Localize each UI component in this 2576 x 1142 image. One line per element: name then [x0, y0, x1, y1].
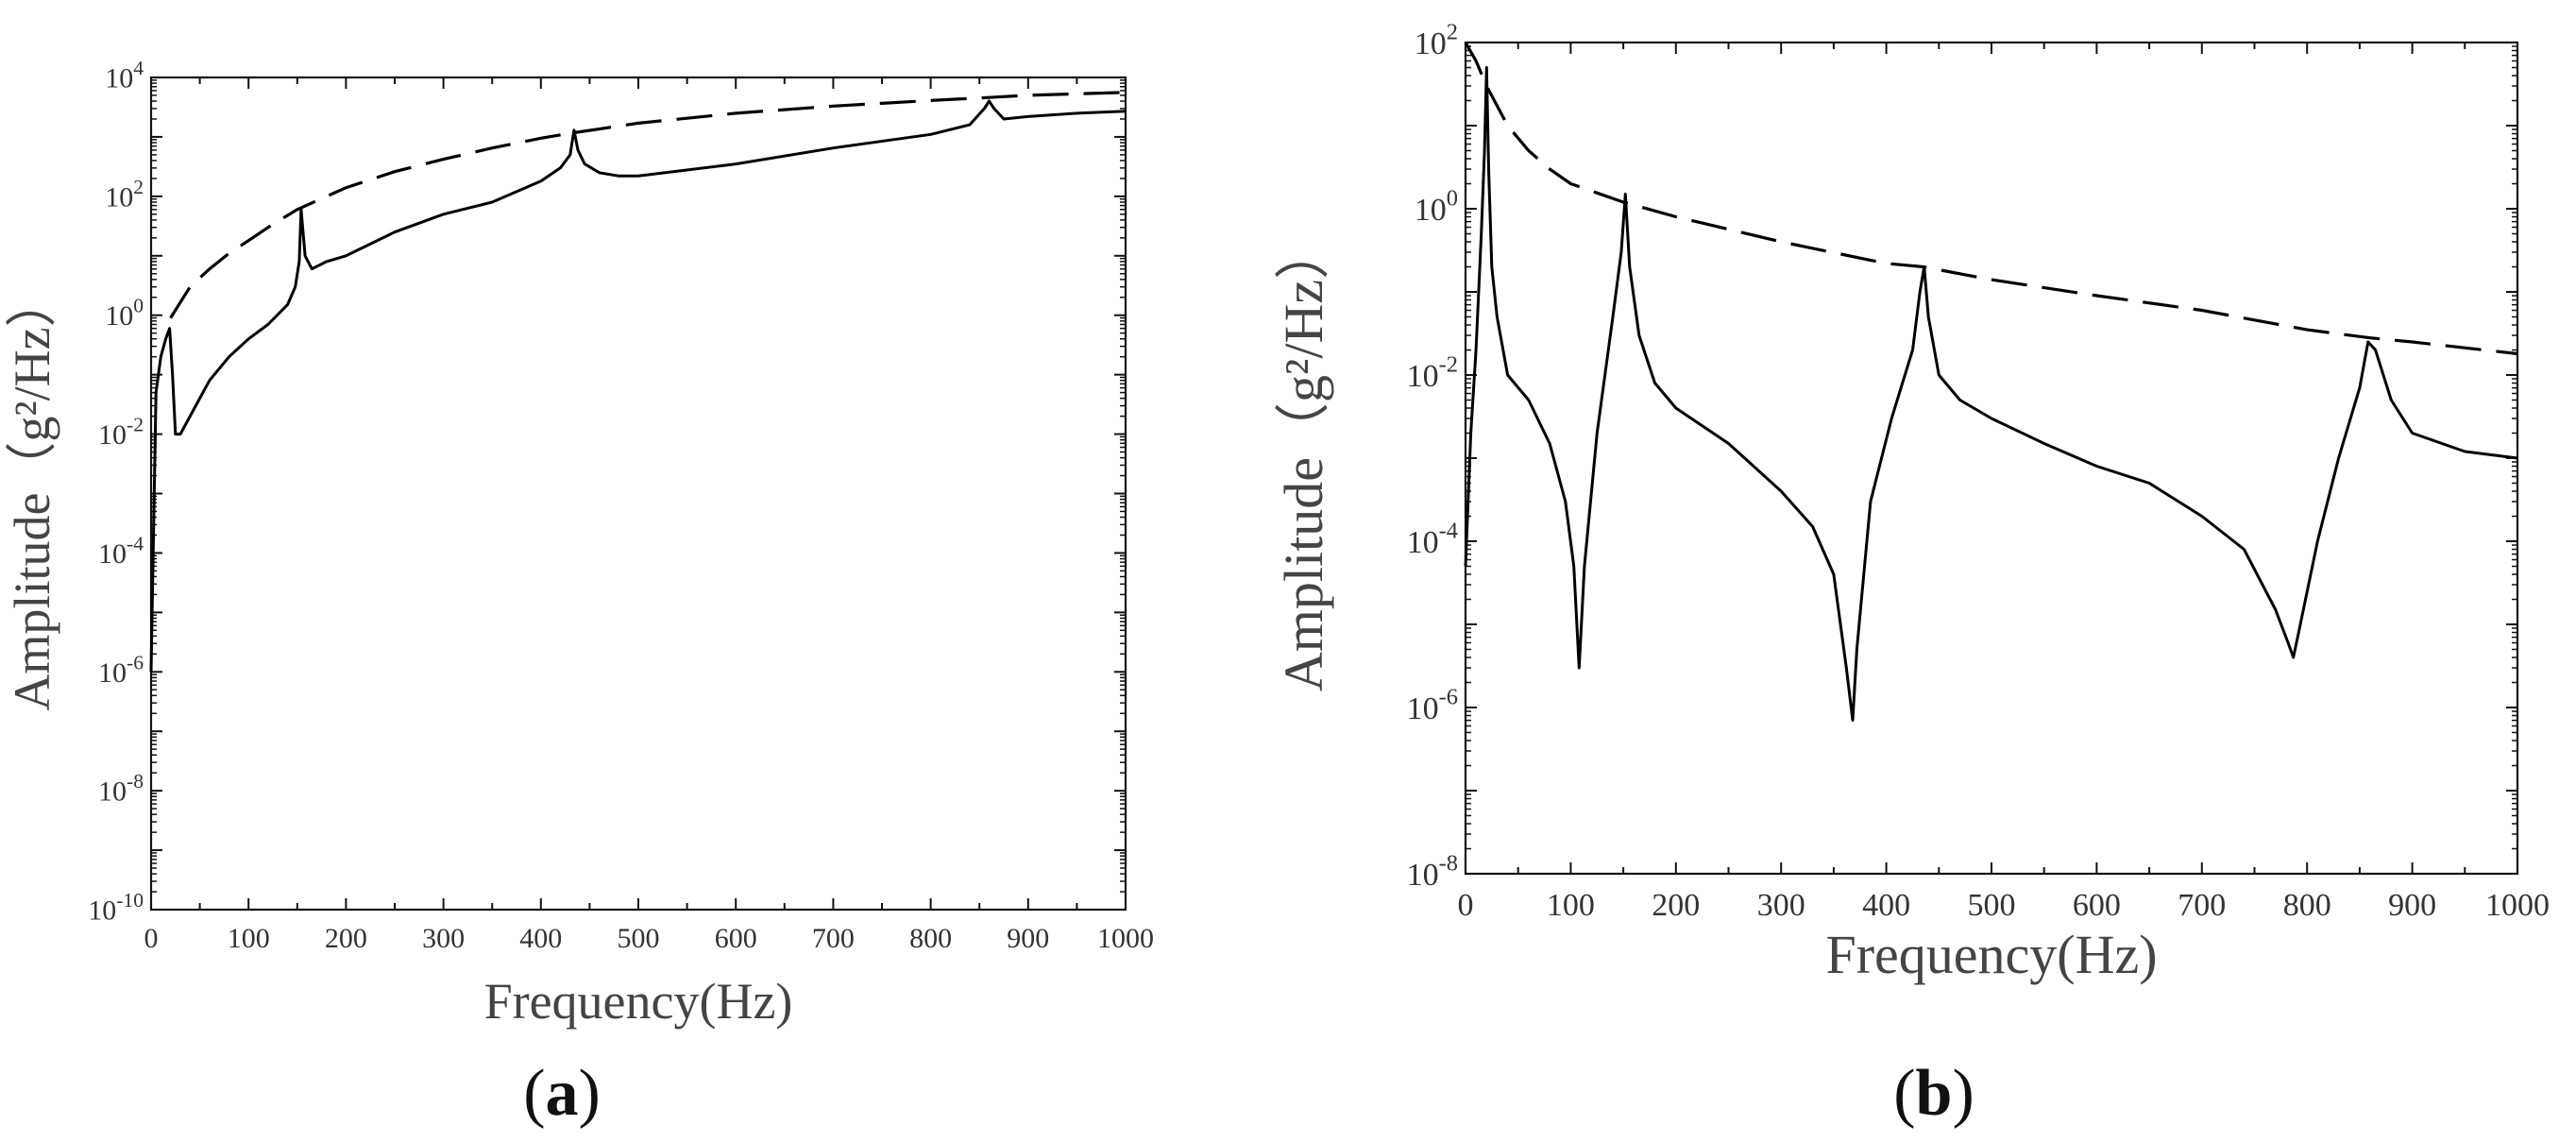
panel-label: (a) [523, 1057, 601, 1130]
x-tick-label: 900 [1007, 923, 1049, 954]
y-axis-label: Amplitude（g²/Hz） [4, 276, 60, 710]
chart-panel-b: 0 100 200 300 400 500 600 700 800 900 1000 10-8 10-6… [1273, 20, 2550, 1130]
x-tick-label: 300 [422, 923, 465, 954]
y-tick-label: 10-8 [98, 770, 144, 808]
x-tick-label: 900 [2388, 888, 2436, 923]
x-tick-label: 0 [1458, 888, 1474, 923]
x-tick-label: 1000 [2485, 888, 2550, 923]
x-tick-label: 600 [715, 923, 757, 954]
x-tick-label: 600 [2073, 888, 2121, 923]
chart-panel-a: 0 100 200 300 400 500 600 700 800 900 1000 10-10 10-… [4, 57, 1154, 1130]
x-tick-label: 800 [2283, 888, 2331, 923]
dashed-envelope-line [1464, 42, 2518, 356]
x-tick-label: 700 [812, 923, 855, 954]
x-tick-label: 400 [519, 923, 562, 954]
y-tick-label: 10-2 [98, 414, 144, 452]
y-tick-label: 10-6 [98, 651, 144, 689]
x-tick-label: 700 [2178, 888, 2226, 923]
x-tick-label: 100 [1547, 888, 1595, 923]
y-tick-label: 10-8 [1407, 851, 1458, 893]
x-tick-label: 200 [325, 923, 367, 954]
x-tick-label: 400 [1862, 888, 1910, 923]
x-axis-label: Frequency(Hz) [1825, 924, 2157, 985]
panel-label: (b) [1893, 1057, 1974, 1130]
x-tick-label: 0 [144, 923, 159, 954]
y-tick-label: 10-6 [1407, 685, 1458, 726]
solid-response-line [1464, 66, 2518, 723]
y-tick-label: 102 [1415, 20, 1458, 61]
x-tick-label: 100 [228, 923, 270, 954]
solid-response-line [149, 99, 1127, 673]
dashed-envelope-line [169, 91, 1127, 319]
x-tick-label: 500 [618, 923, 660, 954]
plot-frame [149, 76, 1127, 912]
x-tick-label: 1000 [1097, 923, 1154, 954]
x-axis-label: Frequency(Hz) [484, 973, 793, 1030]
x-tick-label: 800 [909, 923, 952, 954]
y-tick-label: 10-4 [98, 532, 144, 570]
y-tick-label: 102 [105, 176, 144, 213]
y-tick-label: 104 [105, 57, 144, 94]
y-tick-label: 100 [1415, 186, 1458, 228]
y-tick-label: 10-2 [1407, 352, 1458, 394]
y-tick-label: 10-4 [1407, 519, 1458, 560]
x-tick-label: 500 [1968, 888, 2016, 923]
plot-frame [1464, 41, 2519, 876]
x-tick-label: 300 [1757, 888, 1805, 923]
y-tick-label: 10-10 [88, 889, 144, 927]
y-tick-label: 100 [105, 295, 144, 332]
x-tick-label: 200 [1652, 888, 1700, 923]
y-axis-label: Amplitude（g²/Hz） [1273, 225, 1334, 691]
